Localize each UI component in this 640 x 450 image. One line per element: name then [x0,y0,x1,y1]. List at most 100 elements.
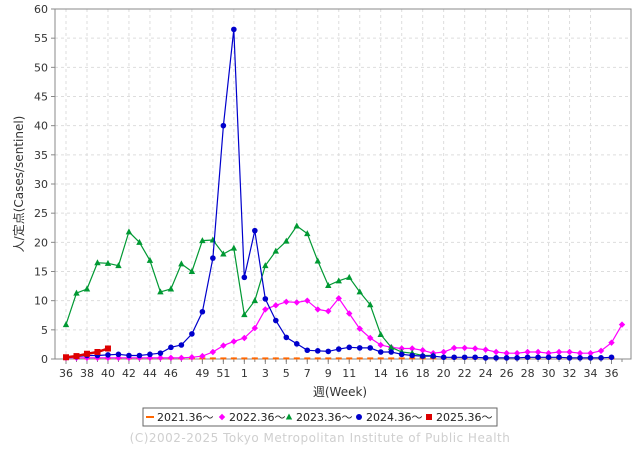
y-tick-label: 35 [34,149,48,162]
legend-marker [356,414,362,420]
data-point [598,355,604,361]
grid [55,8,631,360]
data-point [576,349,584,357]
x-tick-label: 42 [122,367,136,380]
data-point [346,273,353,280]
data-point [73,289,80,296]
data-point [220,122,227,129]
data-point [388,343,395,350]
data-point [534,348,542,356]
legend-marker [146,416,154,418]
data-point [241,274,248,281]
data-point [587,349,594,357]
data-point [472,354,478,361]
data-point [388,357,395,360]
data-point [492,348,500,356]
data-point [346,310,353,317]
data-point [251,324,259,332]
x-tick-label: 28 [521,367,535,380]
legend-label: 2022.36〜 [229,411,286,424]
data-point [335,295,342,302]
data-point [136,238,143,245]
data-point [566,348,573,356]
legend-label: 2025.36〜 [436,411,493,424]
y-tick-label: 5 [41,324,48,337]
data-point [461,344,468,352]
data-point [293,357,300,360]
data-point [94,349,101,355]
data-point [367,345,374,351]
legend-marker [426,414,432,420]
data-point [346,357,353,360]
data-point [272,357,279,360]
data-point [83,350,90,357]
x-tick-label: 49 [195,367,209,380]
y-tick-label: 45 [34,91,48,104]
legend-label: 2023.36〜 [296,411,353,424]
y-tick-label: 55 [34,32,48,45]
data-point [408,345,416,352]
data-point [241,311,248,318]
data-point [555,348,563,356]
data-point [293,222,300,229]
x-tick-label: 36 [59,367,73,380]
data-point [146,256,154,263]
data-point [314,306,321,313]
x-tick-label: 5 [283,367,290,380]
x-tick-label: 1 [241,367,248,380]
legend-marker [285,413,293,420]
data-point [146,354,154,362]
data-point [577,355,583,361]
data-point [608,354,615,361]
series-2025.36〜 [63,345,111,361]
data-point [157,354,164,362]
data-point [167,354,175,362]
data-point [178,354,185,362]
data-point [231,26,237,33]
data-point [272,247,280,254]
data-point [157,288,164,295]
data-point [482,346,489,353]
data-point [314,348,321,354]
data-point [251,357,258,360]
series-line [65,225,434,357]
data-point [220,250,227,257]
data-point [273,317,279,324]
data-point [398,357,405,360]
x-tick-label: 51 [216,367,230,380]
data-point [503,349,510,357]
data-point [513,349,521,357]
data-point [325,307,332,315]
data-point [314,257,321,264]
data-point [388,349,395,355]
x-tick-label: 7 [304,367,311,380]
data-point [304,347,311,354]
data-point [199,237,206,244]
data-point [262,357,269,360]
data-point [618,321,626,328]
data-point [293,299,300,306]
data-point [367,357,374,360]
data-point [325,357,332,360]
data-point [262,306,269,313]
x-tick-label: 40 [101,367,115,380]
x-tick-label: 16 [395,367,409,380]
data-point [451,354,457,361]
x-tick-label: 26 [500,367,514,380]
y-tick-label: 20 [34,236,48,249]
data-point [115,351,122,358]
x-tick-label: 20 [437,367,451,380]
legend-label: 2021.36〜 [157,411,214,424]
data-point [587,355,594,361]
data-point [440,348,447,356]
data-point [493,355,499,361]
data-point [241,357,248,360]
y-tick-label: 60 [34,3,48,16]
data-point [377,357,384,360]
legend: 2021.36〜 2022.36〜 2023.36〜 2024.36〜 2025.36〜 [142,407,498,427]
x-tick-label: 24 [479,367,493,380]
data-point [335,357,342,360]
y-tick-label: 40 [34,120,48,133]
